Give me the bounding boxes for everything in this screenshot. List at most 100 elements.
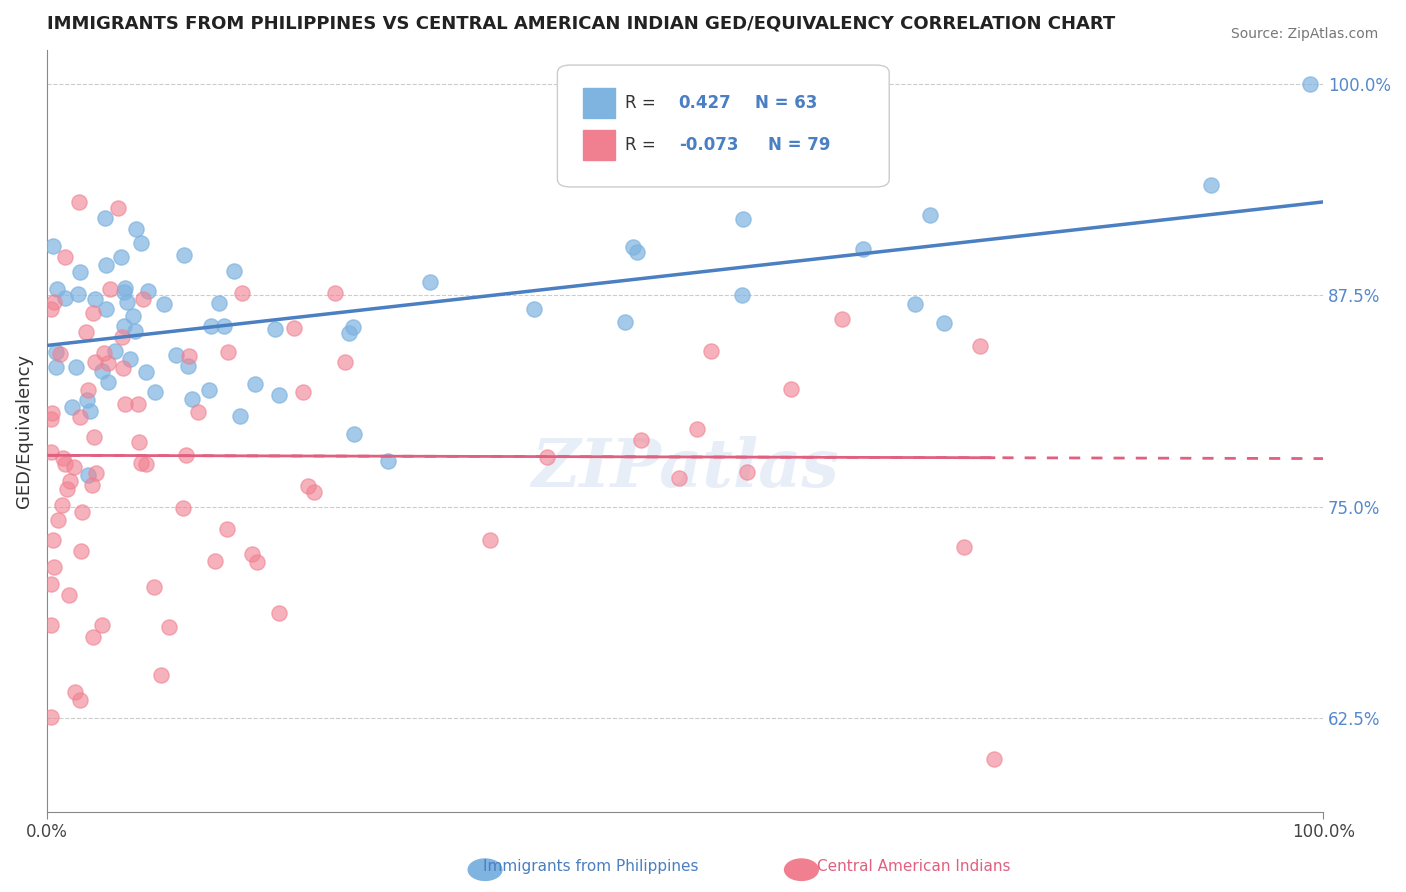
Point — [342, 320, 364, 334]
Point — [983, 752, 1005, 766]
Point — [269, 388, 291, 402]
Point — [114, 397, 136, 411]
Circle shape — [785, 859, 818, 880]
Point — [56, 483, 79, 497]
Point — [626, 245, 648, 260]
Point — [80, 478, 103, 492]
Point — [65, 359, 87, 374]
Point — [97, 356, 120, 370]
Point — [731, 287, 754, 301]
Point — [613, 315, 636, 329]
Point — [165, 348, 187, 362]
Point — [117, 295, 139, 310]
Point — [138, 284, 160, 298]
Point — [76, 393, 98, 408]
Point — [212, 318, 235, 333]
Bar — [583, 130, 614, 161]
Point — [124, 324, 146, 338]
Point — [135, 365, 157, 379]
Point — [49, 347, 72, 361]
Point — [145, 384, 167, 399]
Point — [181, 392, 204, 406]
Point — [124, 222, 146, 236]
Point — [69, 410, 91, 425]
Point — [246, 556, 269, 570]
Text: Immigrants from Philippines: Immigrants from Philippines — [482, 859, 699, 874]
Point — [953, 540, 976, 554]
Point — [66, 287, 89, 301]
Text: ZIPatlas: ZIPatlas — [531, 436, 839, 501]
Point — [904, 296, 927, 310]
Point — [377, 454, 399, 468]
Point — [41, 406, 63, 420]
Point — [292, 384, 315, 399]
Point — [200, 319, 222, 334]
Point — [243, 376, 266, 391]
Point — [173, 248, 195, 262]
Point — [267, 607, 290, 621]
Point — [39, 577, 62, 591]
Point — [39, 302, 62, 317]
Point — [229, 409, 252, 423]
Text: R =: R = — [626, 95, 655, 112]
Point — [932, 316, 955, 330]
Point — [122, 310, 145, 324]
Point — [42, 560, 65, 574]
Point — [93, 346, 115, 360]
Point — [700, 344, 723, 359]
Point — [536, 450, 558, 464]
Point — [337, 326, 360, 340]
Point — [51, 498, 73, 512]
Point — [127, 397, 149, 411]
Text: R =: R = — [626, 136, 655, 154]
Point — [84, 355, 107, 369]
Point — [77, 468, 100, 483]
Point — [75, 325, 97, 339]
Point — [77, 383, 100, 397]
Point — [82, 306, 104, 320]
Point — [82, 631, 104, 645]
Point — [419, 275, 441, 289]
Point — [84, 292, 107, 306]
Point — [335, 354, 357, 368]
Bar — [583, 88, 614, 119]
Point — [67, 195, 90, 210]
Point — [111, 330, 134, 344]
Point — [53, 250, 76, 264]
Point — [135, 457, 157, 471]
Point — [1299, 77, 1322, 91]
Point — [852, 242, 875, 256]
Point — [45, 344, 67, 359]
Point — [479, 533, 502, 547]
Circle shape — [468, 859, 502, 880]
Point — [84, 466, 107, 480]
Point — [630, 433, 652, 447]
Point — [94, 301, 117, 316]
Point — [172, 501, 194, 516]
Point — [39, 444, 62, 458]
Point — [831, 312, 853, 326]
Point — [733, 211, 755, 226]
Point — [204, 554, 226, 568]
Point — [323, 286, 346, 301]
Point — [198, 383, 221, 397]
Point — [217, 345, 239, 359]
Point — [131, 456, 153, 470]
Point — [179, 349, 201, 363]
Point — [918, 209, 941, 223]
Point — [94, 211, 117, 225]
Text: Central American Indians: Central American Indians — [817, 859, 1011, 874]
Point — [668, 471, 690, 485]
Point — [143, 580, 166, 594]
Text: N = 63: N = 63 — [755, 95, 817, 112]
Point — [96, 258, 118, 272]
Point — [343, 426, 366, 441]
Point — [42, 533, 65, 547]
Point — [131, 235, 153, 250]
Point — [53, 457, 76, 471]
Point — [58, 588, 80, 602]
Text: Source: ZipAtlas.com: Source: ZipAtlas.com — [1230, 27, 1378, 41]
FancyBboxPatch shape — [557, 65, 889, 187]
Point — [735, 466, 758, 480]
Point — [39, 710, 62, 724]
